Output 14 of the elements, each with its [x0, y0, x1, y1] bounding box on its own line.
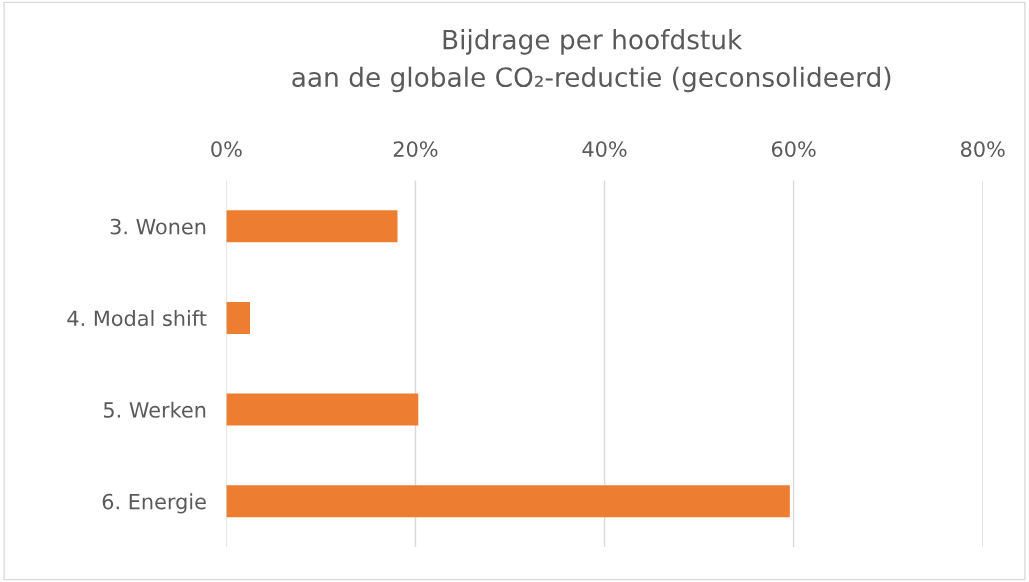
y-tick-label: 4. Modal shift	[67, 310, 207, 327]
bar	[226, 485, 790, 518]
x-tick-label: 60%	[771, 141, 816, 157]
x-tick-label: 80%	[960, 141, 1005, 157]
x-tick-label: 40%	[582, 141, 627, 157]
bar	[226, 210, 398, 243]
x-tick-label: 0%	[211, 141, 242, 157]
bar	[226, 393, 419, 426]
x-tick-label: 20%	[393, 141, 438, 157]
y-tick-label: 5. Werken	[103, 401, 206, 418]
y-tick-label: 6. Energie	[102, 493, 206, 514]
y-tick-label: 3. Wonen	[110, 218, 206, 235]
chart-title: Bijdrage per hoofdstuk aan de globale CO₂-reductie (geconsolideerd)	[292, 29, 891, 93]
bar	[226, 301, 251, 334]
